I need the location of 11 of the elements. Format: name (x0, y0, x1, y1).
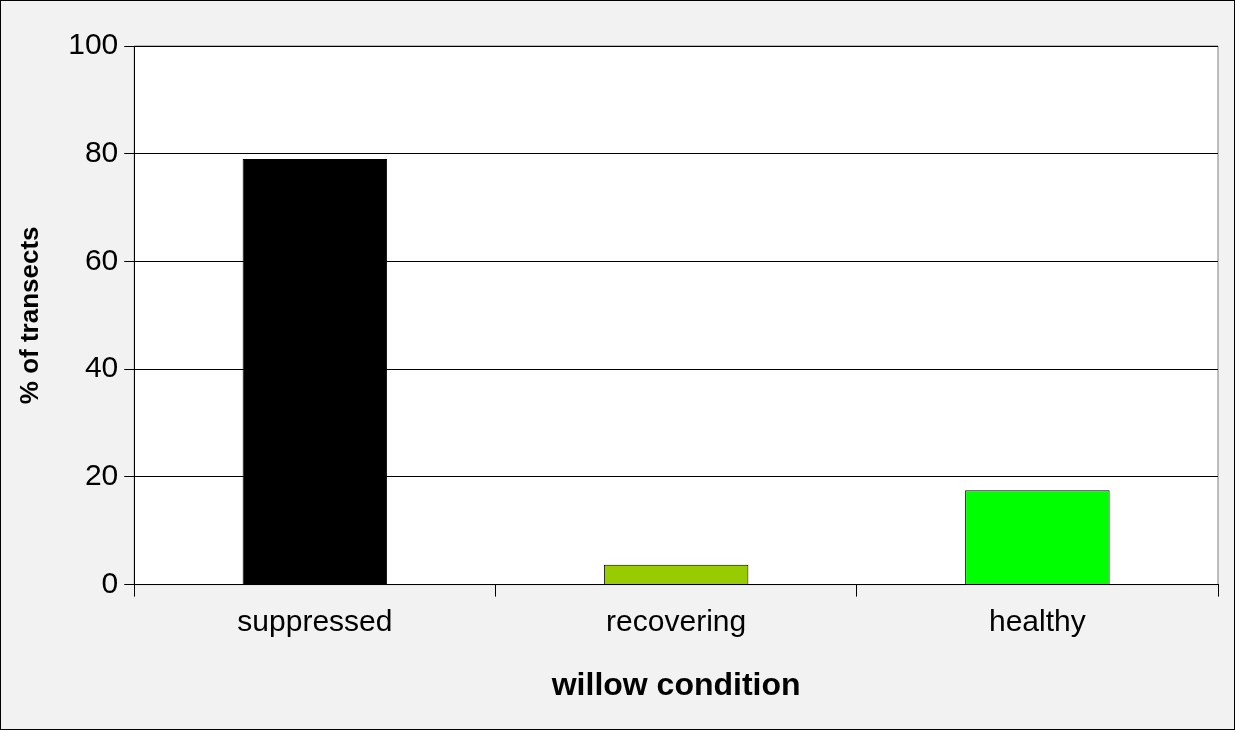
x-tick-label: healthy (989, 603, 1086, 637)
y-tick-label: 100 (68, 27, 119, 61)
y-tick-label: 40 (84, 350, 119, 384)
y-tick-label: 0 (101, 565, 119, 599)
x-tick-label: recovering (606, 603, 747, 637)
x-tick-label: suppressed (237, 603, 393, 637)
x-axis-title: willow condition (550, 665, 801, 702)
y-tick-label: 80 (84, 134, 119, 168)
y-tick-label: 60 (84, 242, 119, 276)
y-tick-label: 20 (84, 458, 119, 492)
y-axis-title: % of transects (13, 226, 44, 405)
